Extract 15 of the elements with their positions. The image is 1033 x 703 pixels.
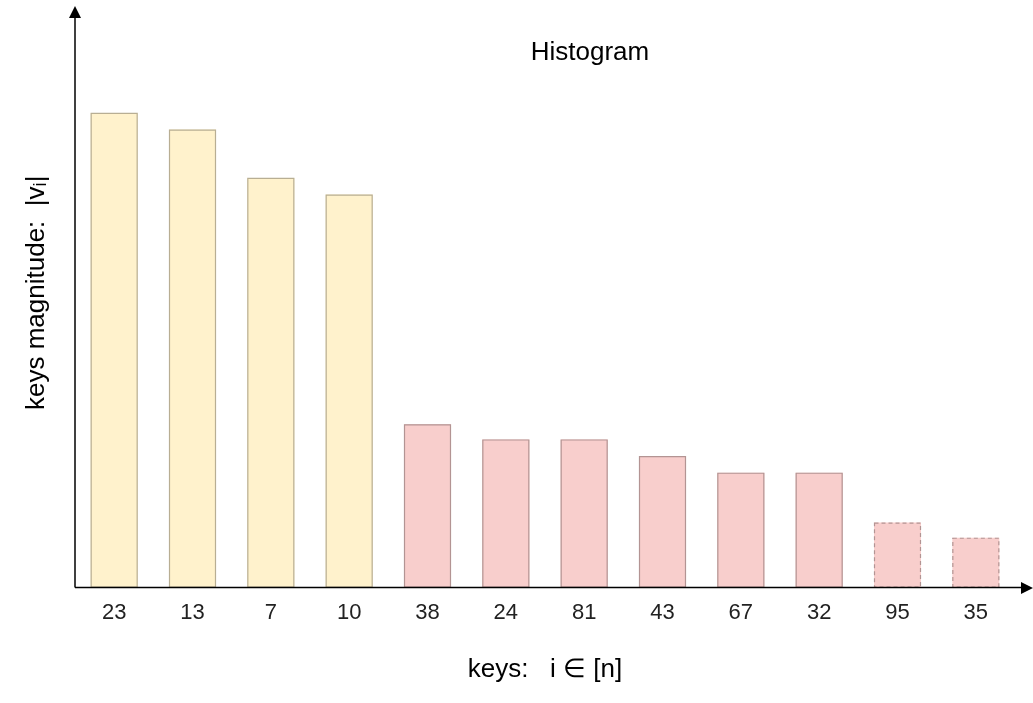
x-tick-label: 24 bbox=[493, 598, 519, 624]
x-tick-label: 81 bbox=[571, 598, 597, 624]
x-tick-label: 67 bbox=[728, 598, 754, 624]
x-tick-label: 10 bbox=[336, 598, 362, 624]
x-tick-label: 35 bbox=[963, 598, 989, 624]
x-tick-label: 95 bbox=[885, 598, 910, 624]
x-tick-label: 13 bbox=[180, 598, 205, 624]
chart-title: Histogram bbox=[530, 36, 650, 67]
x-tick-label: 7 bbox=[264, 598, 277, 624]
x-tick-label: 23 bbox=[101, 598, 127, 624]
x-tick-label: 38 bbox=[415, 598, 440, 624]
x-tick-label: 32 bbox=[806, 598, 832, 624]
y-axis-title: keys magnitude: |vᵢ| bbox=[20, 175, 51, 410]
x-tick-label: 43 bbox=[650, 598, 675, 624]
x-axis-title: keys: i ∈ [n] bbox=[467, 652, 623, 683]
